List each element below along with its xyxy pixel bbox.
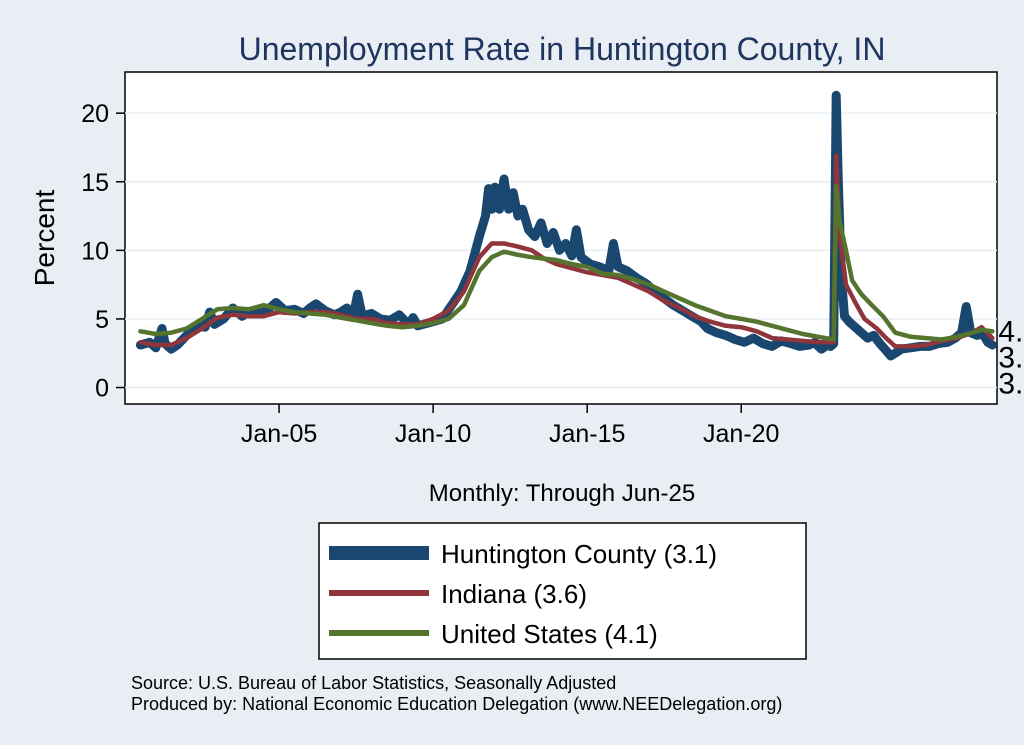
axis-ticks: 0 5 10 15 20 Jan-05 Jan-10 Jan-15 Jan-20 — [81, 100, 779, 448]
end-value-label-0: 3.1 — [998, 367, 1024, 400]
legend-label-2: United States (4.1) — [441, 619, 658, 649]
plot-area — [124, 71, 998, 405]
y-tick-label-0: 0 — [95, 375, 109, 403]
x-tick-label-Jan-15: Jan-15 — [549, 420, 625, 448]
x-tick-label-Jan-10: Jan-10 — [395, 420, 471, 448]
x-tick-label-Jan-05: Jan-05 — [241, 420, 317, 448]
legend: Huntington County (3.1) Indiana (3.6) Unit… — [329, 539, 717, 649]
x-axis-note: Monthly: Through Jun-25 — [429, 480, 695, 507]
producer-line: Produced by: National Economic Education… — [131, 694, 782, 714]
chart-title: Unemployment Rate in Huntington County, … — [239, 31, 886, 67]
y-tick-label-10: 10 — [81, 237, 109, 265]
y-tick-label-15: 15 — [81, 169, 109, 197]
end-value-labels: 4.13.63.1 — [998, 315, 1024, 400]
y-tick-label-20: 20 — [81, 100, 109, 128]
x-tick-label-Jan-20: Jan-20 — [703, 420, 779, 448]
y-axis-label: Percent — [29, 190, 60, 287]
end-value-label-2: 4.1 — [998, 315, 1024, 348]
end-value-label-1: 3.6 — [998, 341, 1024, 374]
y-tick-label-5: 5 — [95, 306, 109, 334]
series-line-2 — [138, 183, 995, 342]
series-lines — [135, 90, 997, 361]
legend-label-0: Huntington County (3.1) — [441, 539, 717, 569]
source-line: Source: U.S. Bureau of Labor Statistics,… — [131, 673, 616, 693]
legend-label-1: Indiana (3.6) — [441, 579, 587, 609]
